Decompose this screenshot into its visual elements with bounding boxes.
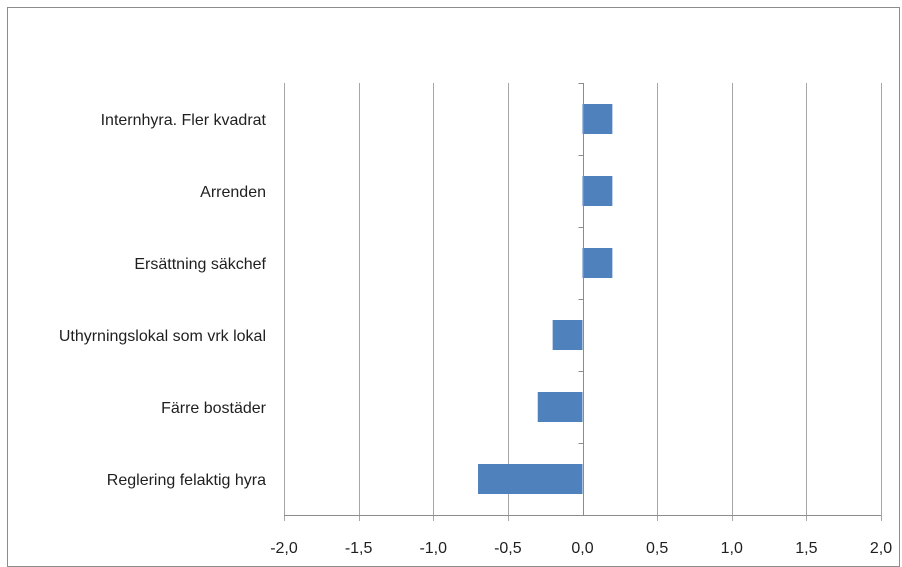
x-tick-label: -1,5	[345, 540, 373, 557]
bar	[582, 104, 613, 134]
category-label: Arrenden	[200, 184, 266, 201]
bar	[582, 248, 613, 278]
x-tick-label: -0,5	[494, 540, 522, 557]
x-tick-label: 0,5	[646, 540, 668, 557]
bar	[582, 176, 613, 206]
x-tick-label: 2,0	[870, 540, 892, 557]
bar	[537, 392, 583, 422]
category-label: Reglering felaktig hyra	[107, 472, 266, 489]
x-tick-label: -2,0	[270, 540, 298, 557]
category-label: Ersättning säkchef	[134, 256, 266, 273]
bar	[552, 320, 583, 350]
x-tick-label: 0,0	[571, 540, 593, 557]
bar	[478, 464, 583, 494]
x-tick-label: -1,0	[419, 540, 447, 557]
bars	[478, 104, 613, 494]
labels: -2,0 -1,5 -1,0 -0,5 0,0 0,5 1,0 1,5 2,0 Internhyr…	[59, 112, 892, 557]
category-label: Internhyra. Fler kvadrat	[101, 112, 267, 129]
category-label: Färre bostäder	[161, 400, 267, 417]
grid-lines	[284, 83, 882, 521]
axes	[284, 83, 881, 516]
chart-frame	[7, 7, 900, 567]
x-tick-label: 1,0	[721, 540, 743, 557]
x-tick-label: 1,5	[795, 540, 817, 557]
category-label: Uthyrningslokal som vrk lokal	[59, 328, 266, 345]
